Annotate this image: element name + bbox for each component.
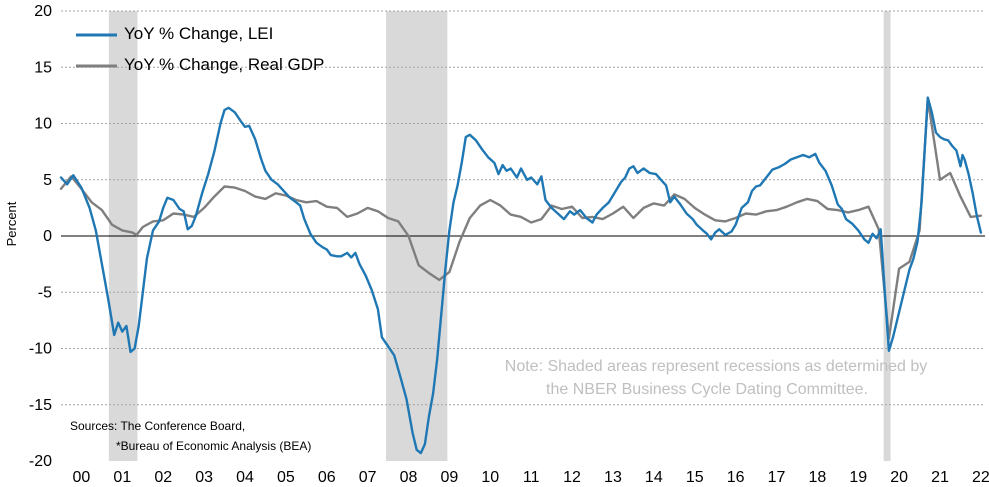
x-tick-label: 03 <box>195 469 213 486</box>
x-tick-label: 05 <box>277 469 295 486</box>
y-tick-label: -20 <box>29 453 52 470</box>
x-tick-label: 17 <box>768 469 786 486</box>
x-tick-label: 18 <box>808 469 826 486</box>
x-tick-label: 01 <box>113 469 131 486</box>
sources-line-1: Sources: The Conference Board, <box>70 419 245 433</box>
note-line-2: the NBER Business Cycle Dating Committee… <box>546 381 868 398</box>
x-tick-label: 15 <box>686 469 704 486</box>
y-tick-label: -10 <box>29 341 52 358</box>
x-tick-label: 20 <box>890 469 908 486</box>
x-tick-label: 21 <box>931 469 949 486</box>
note-annotation: Note: Shaded areas represent recessions … <box>505 358 927 398</box>
y-axis-tick-labels: 20 15 10 5 0 -5 -10 -15 -20 <box>29 3 52 470</box>
sources-line-2: *Bureau of Economic Analysis (BEA) <box>116 439 311 453</box>
gridlines <box>61 10 985 406</box>
legend-label-lei: YoY % Change, LEI <box>124 24 273 43</box>
legend: YoY % Change, LEI YoY % Change, Real GDP <box>76 24 324 74</box>
x-axis-tick-labels: 00 01 02 03 04 05 06 07 08 09 10 11 12 13 14 15 16 17 18 19… <box>73 469 989 486</box>
x-tick-label: 16 <box>727 469 745 486</box>
series-line-real-gdp <box>59 97 983 340</box>
x-tick-label: 00 <box>73 469 91 486</box>
y-axis-label: Percent <box>4 201 19 246</box>
x-tick-label: 02 <box>154 469 172 486</box>
x-tick-label: 08 <box>400 469 418 486</box>
series-line-lei <box>59 96 983 455</box>
x-tick-label: 06 <box>318 469 336 486</box>
y-tick-label: -5 <box>38 284 52 301</box>
y-tick-label: 15 <box>34 59 52 76</box>
sources-note: Sources: The Conference Board, *Bureau o… <box>70 419 311 453</box>
note-line-1: Note: Shaded areas represent recessions … <box>505 358 927 375</box>
y-tick-label: 0 <box>43 228 52 245</box>
legend-label-gdp: YoY % Change, Real GDP <box>124 55 324 74</box>
x-tick-label: 07 <box>359 469 377 486</box>
x-tick-label: 14 <box>645 469 663 486</box>
x-tick-label: 19 <box>849 469 867 486</box>
series-lines <box>59 96 983 455</box>
x-tick-label: 04 <box>236 469 254 486</box>
x-tick-label: 10 <box>481 469 499 486</box>
x-tick-label: 13 <box>604 469 622 486</box>
y-tick-label: -15 <box>29 397 52 414</box>
y-tick-label: 20 <box>34 3 52 20</box>
x-tick-label: 22 <box>972 469 989 486</box>
x-tick-label: 11 <box>523 469 540 486</box>
x-tick-label: 12 <box>563 469 581 486</box>
y-tick-label: 10 <box>34 116 52 133</box>
y-tick-label: 5 <box>43 172 52 189</box>
x-tick-label: 09 <box>441 469 459 486</box>
